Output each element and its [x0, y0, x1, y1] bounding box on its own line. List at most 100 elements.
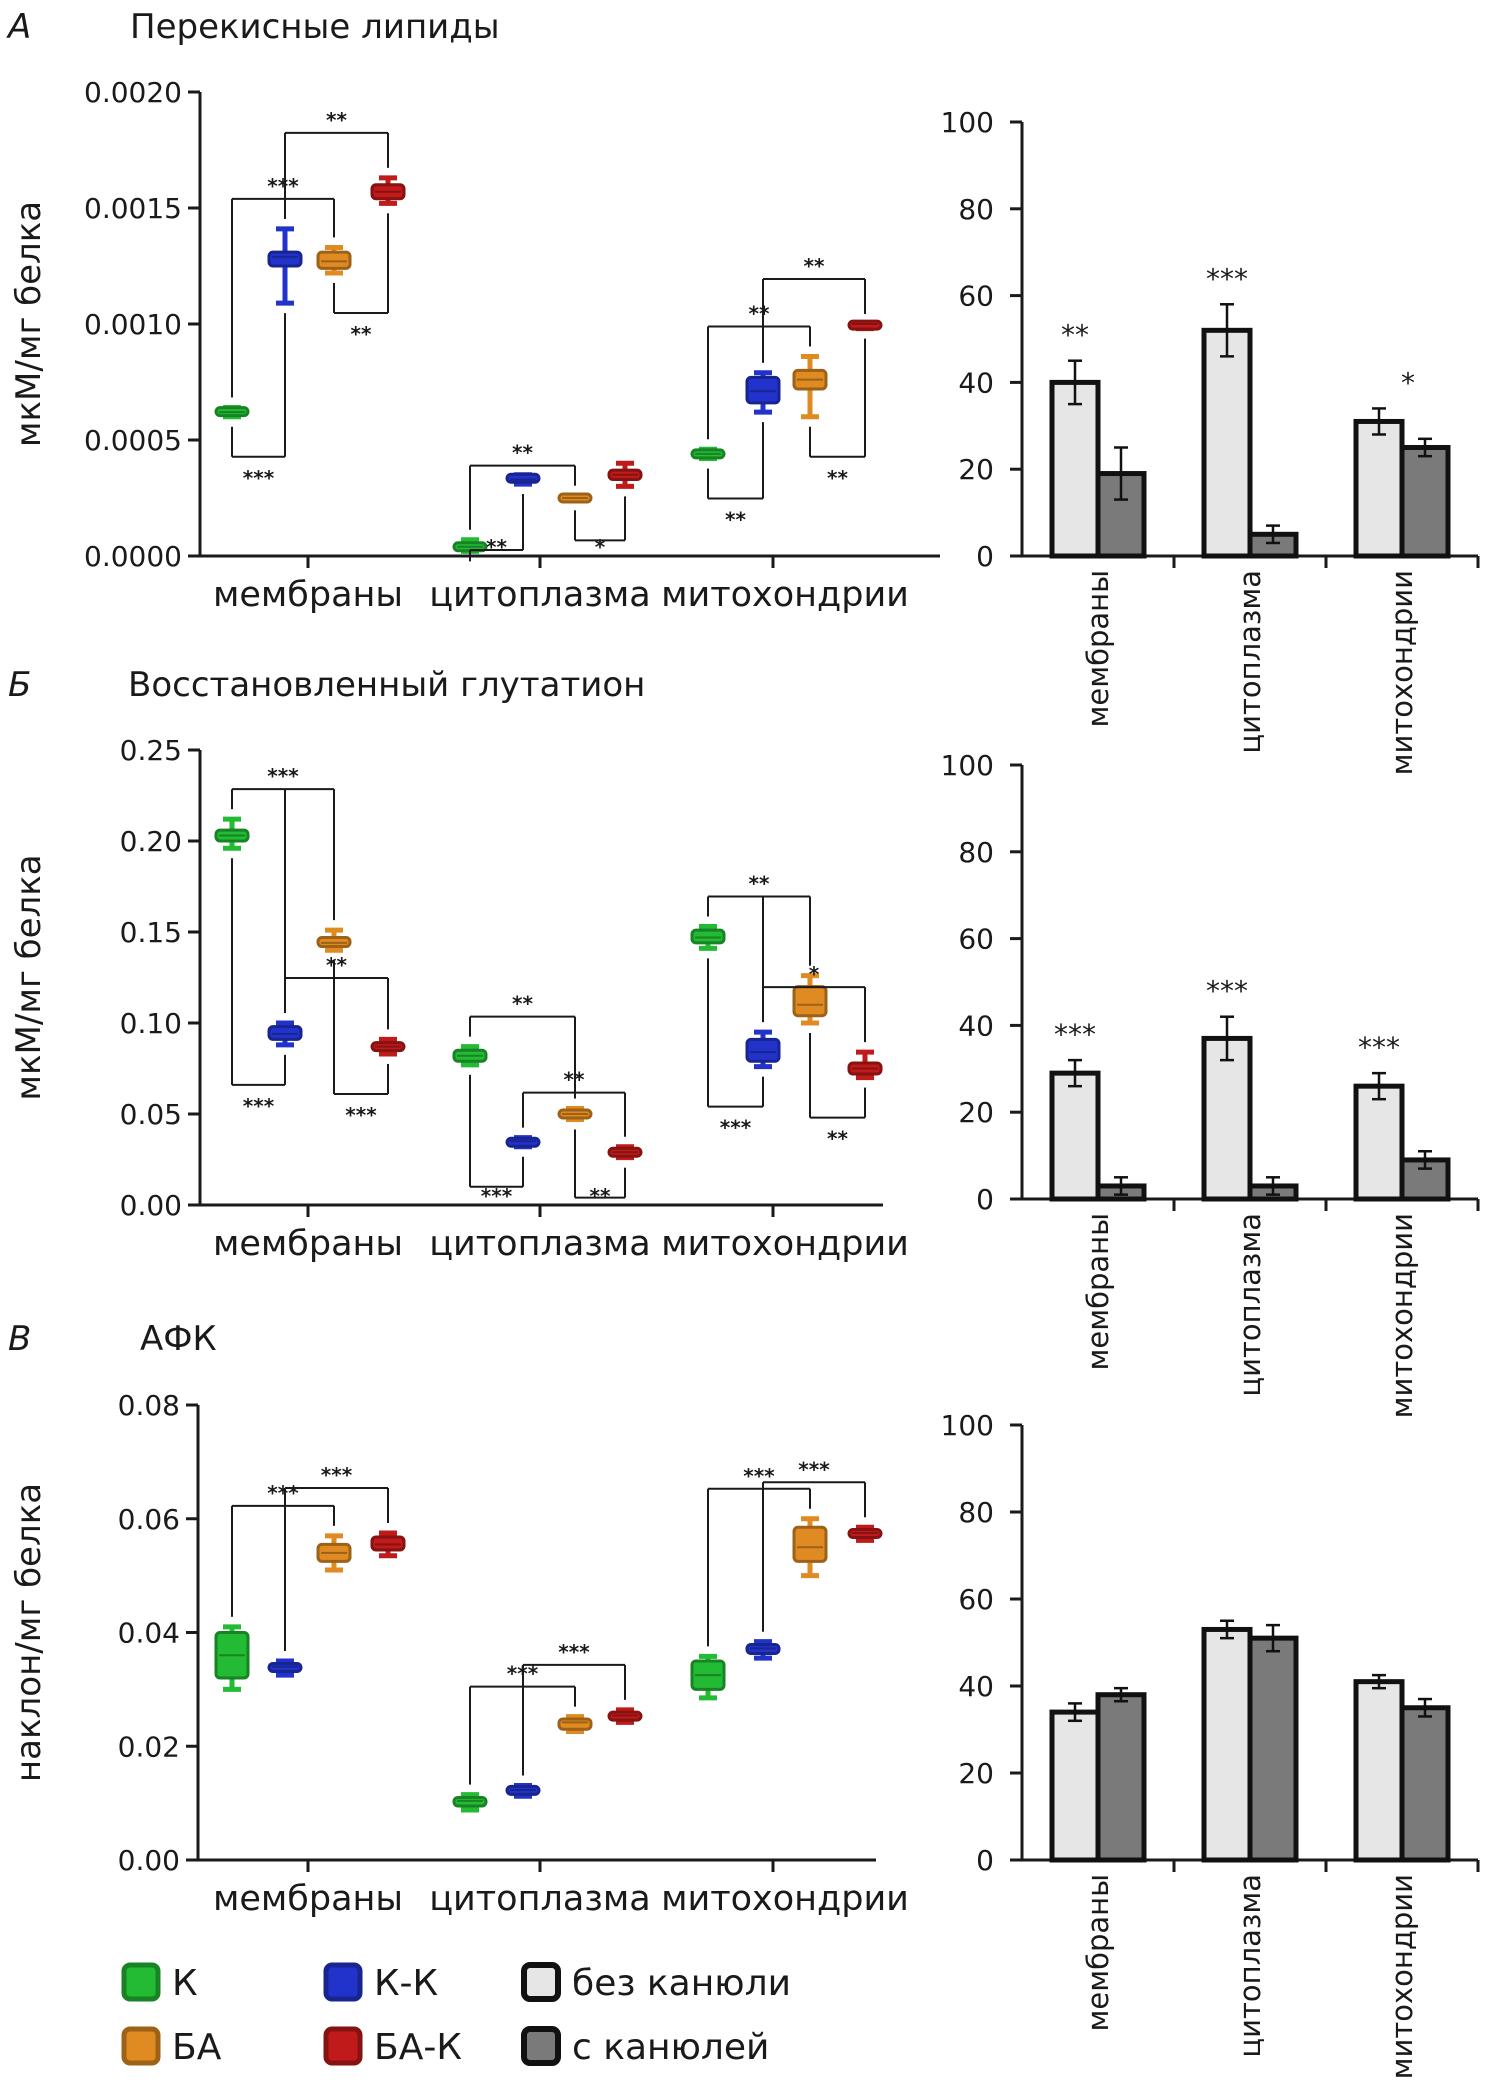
bar-category-label: цитоплазма — [1233, 1213, 1267, 1397]
bar-no-cannula — [1201, 1035, 1253, 1202]
bar-category-label: митохондрии — [1385, 1213, 1419, 1418]
box-body — [557, 1717, 593, 1731]
box-body — [792, 985, 828, 1018]
y-tick-label: 0.0000 — [84, 540, 182, 573]
y-axis-label: мкМ/мг белка — [9, 201, 49, 447]
y-tick-label: 0.06 — [118, 1503, 180, 1536]
category-label: мембраны — [213, 575, 403, 615]
sig-label: *** — [345, 1103, 377, 1127]
sig-label: ** — [326, 953, 347, 977]
bar-no-cannula — [1201, 1626, 1253, 1863]
y-tick-label: 0.02 — [118, 1730, 180, 1763]
sig-label: *** — [743, 1464, 775, 1488]
bar-no-cannula — [1201, 327, 1253, 559]
legend-swatch — [323, 1962, 363, 2002]
bar-y-tick-label: 0 — [976, 540, 994, 573]
y-tick-label: 0.04 — [118, 1617, 180, 1650]
legend-label: К-К — [374, 1963, 438, 2004]
bar-y-tick-label: 20 — [958, 453, 994, 486]
panel-letter: Б — [8, 665, 31, 705]
bar-y-tick-label: 80 — [958, 836, 994, 869]
bar-y-tick-label: 40 — [958, 1009, 994, 1042]
bar-no-cannula — [1353, 418, 1405, 559]
bar-category-label: мембраны — [1081, 1874, 1115, 2032]
box-body — [745, 1037, 781, 1063]
bar-sig-label: *** — [1206, 262, 1248, 295]
bar-category-label: цитоплазма — [1233, 1874, 1267, 2058]
panel-letter: А — [6, 7, 31, 47]
legend-swatch — [521, 2026, 561, 2066]
category-label: цитоплазма — [429, 1224, 651, 1264]
bar-with-cannula — [1399, 445, 1451, 559]
category-label: митохондрии — [661, 1879, 909, 1919]
sig-label: ** — [351, 322, 372, 346]
bar-with-cannula — [1095, 1692, 1147, 1863]
legend-label: без канюли — [572, 1963, 791, 2004]
sig-label: *** — [798, 1457, 830, 1481]
bar-sig-label: *** — [1358, 1031, 1400, 1064]
y-tick-label: 0.0020 — [84, 76, 182, 109]
bar-sig-label: *** — [1206, 975, 1248, 1008]
sig-label: ** — [804, 254, 825, 278]
box-body — [267, 250, 303, 268]
sig-label: ** — [590, 1184, 611, 1208]
panel-title: Восстановленный глутатион — [128, 665, 645, 705]
bar-y-tick-label: 60 — [958, 1583, 994, 1616]
bar-y-tick-label: 80 — [958, 193, 994, 226]
bar-y-tick-label: 40 — [958, 1670, 994, 1703]
y-tick-label: 0.0015 — [84, 192, 182, 225]
legend-swatch — [521, 1962, 561, 2002]
bar-sig-label: * — [1401, 366, 1415, 399]
y-tick-label: 0.10 — [120, 1007, 182, 1040]
bar-category-label: митохондрии — [1385, 570, 1419, 775]
bar-y-tick-label: 100 — [941, 1409, 994, 1442]
bar-y-tick-label: 80 — [958, 1496, 994, 1529]
sig-label: *** — [243, 466, 275, 490]
category-label: митохондрии — [661, 1224, 909, 1264]
bar-with-cannula — [1399, 1705, 1451, 1863]
sig-label: ** — [564, 1068, 585, 1092]
sig-label: *** — [558, 1640, 590, 1664]
y-tick-label: 0.0010 — [84, 308, 182, 341]
y-tick-label: 0.00 — [118, 1844, 180, 1877]
sig-label: *** — [267, 174, 299, 198]
legend-label: с канюлей — [572, 2027, 769, 2068]
bar-y-tick-label: 0 — [976, 1183, 994, 1216]
sig-label: ** — [827, 1127, 848, 1151]
bar-y-tick-label: 100 — [941, 749, 994, 782]
bar-category-label: мембраны — [1081, 1213, 1115, 1371]
y-tick-label: 0.00 — [120, 1189, 182, 1222]
box-body — [505, 472, 541, 484]
sig-label: ** — [326, 108, 347, 132]
y-axis-label: мкМ/мг белка — [9, 854, 49, 1100]
sig-label: ** — [512, 992, 533, 1016]
bar-y-tick-label: 60 — [958, 923, 994, 956]
bar-sig-label: ** — [1061, 319, 1089, 352]
y-tick-label: 0.20 — [120, 825, 182, 858]
bar-with-cannula — [1247, 1635, 1299, 1863]
sig-label: *** — [720, 1116, 752, 1140]
bar-y-tick-label: 20 — [958, 1096, 994, 1129]
panel-letter: В — [8, 1319, 31, 1359]
category-label: цитоплазма — [429, 575, 651, 615]
bar-sig-label: *** — [1054, 1018, 1096, 1051]
legend-label: БА — [172, 2027, 222, 2068]
y-axis-label: наклон/мг белка — [9, 1483, 49, 1782]
box-body — [847, 319, 883, 331]
y-tick-label: 0.05 — [120, 1098, 182, 1131]
legend-label: К — [172, 1963, 198, 2004]
y-tick-label: 0.25 — [120, 734, 182, 767]
sig-label: ** — [486, 535, 507, 559]
bar-y-tick-label: 20 — [958, 1757, 994, 1790]
bar-no-cannula — [1049, 1070, 1101, 1202]
bar-category-label: митохондрии — [1385, 1874, 1419, 2079]
legend-swatch — [121, 2026, 161, 2066]
bar-no-cannula — [1353, 1679, 1405, 1863]
box-body — [745, 375, 781, 405]
legend-swatch — [323, 2026, 363, 2066]
sig-label: ** — [749, 872, 770, 896]
legend-swatch — [121, 1962, 161, 2002]
bar-no-cannula — [1353, 1083, 1405, 1202]
bar-no-cannula — [1049, 1709, 1101, 1863]
category-label: мембраны — [213, 1879, 403, 1919]
